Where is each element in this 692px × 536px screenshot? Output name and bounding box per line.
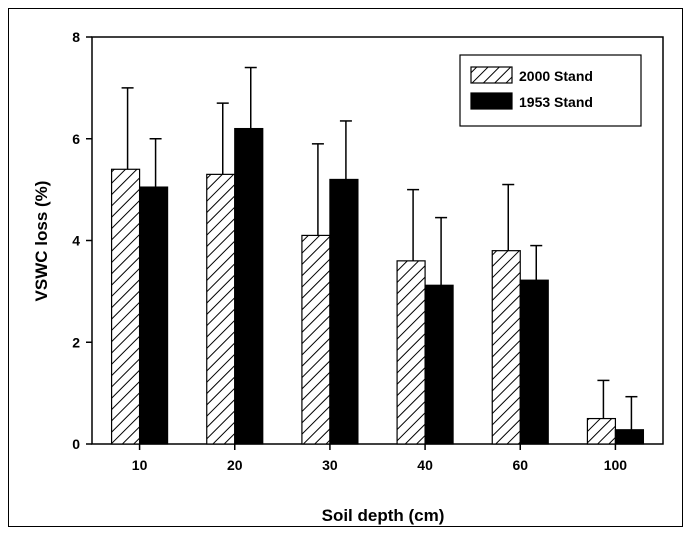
bar-2000-stand xyxy=(206,173,236,445)
bar-2000-stand xyxy=(586,417,617,445)
x-tick-label: 40 xyxy=(417,457,433,473)
y-tick-label: 2 xyxy=(72,334,80,350)
x-tick-label: 100 xyxy=(604,457,628,473)
bar-1953-stand xyxy=(138,186,169,445)
legend: 2000 Stand 1953 Stand xyxy=(459,54,642,127)
legend-swatch-solid xyxy=(470,92,513,110)
legend-box xyxy=(459,54,642,127)
legend-label-1953: 1953 Stand xyxy=(519,94,593,110)
bar-1953-stand xyxy=(424,284,454,445)
y-tick-label: 0 xyxy=(72,436,80,452)
legend-label-2000: 2000 Stand xyxy=(519,68,593,84)
y-axis-label: VSWC loss (%) xyxy=(32,181,51,302)
y-tick-label: 8 xyxy=(72,29,80,45)
bar-1953-stand xyxy=(234,127,264,445)
bar-2000-stand xyxy=(110,168,141,445)
x-tick-label: 10 xyxy=(132,457,148,473)
y-tick-label: 6 xyxy=(72,131,80,147)
bar-2000-stand xyxy=(396,260,426,445)
bar-1953-stand xyxy=(614,429,645,445)
x-tick-label: 30 xyxy=(322,457,338,473)
x-tick-label: 20 xyxy=(227,457,243,473)
legend-swatch-hatched xyxy=(470,66,513,84)
x-axis-label: Soil depth (cm) xyxy=(322,506,445,525)
bar-2000-stand xyxy=(491,250,521,445)
bar-1953-stand xyxy=(519,279,549,445)
bar-1953-stand xyxy=(329,178,359,445)
y-tick-label: 4 xyxy=(72,233,80,249)
bar-2000-stand xyxy=(301,234,331,445)
plot-area: 0 2 4 6 8 10 20 30 40 60 100 xyxy=(72,29,664,473)
x-tick-label: 60 xyxy=(512,457,528,473)
